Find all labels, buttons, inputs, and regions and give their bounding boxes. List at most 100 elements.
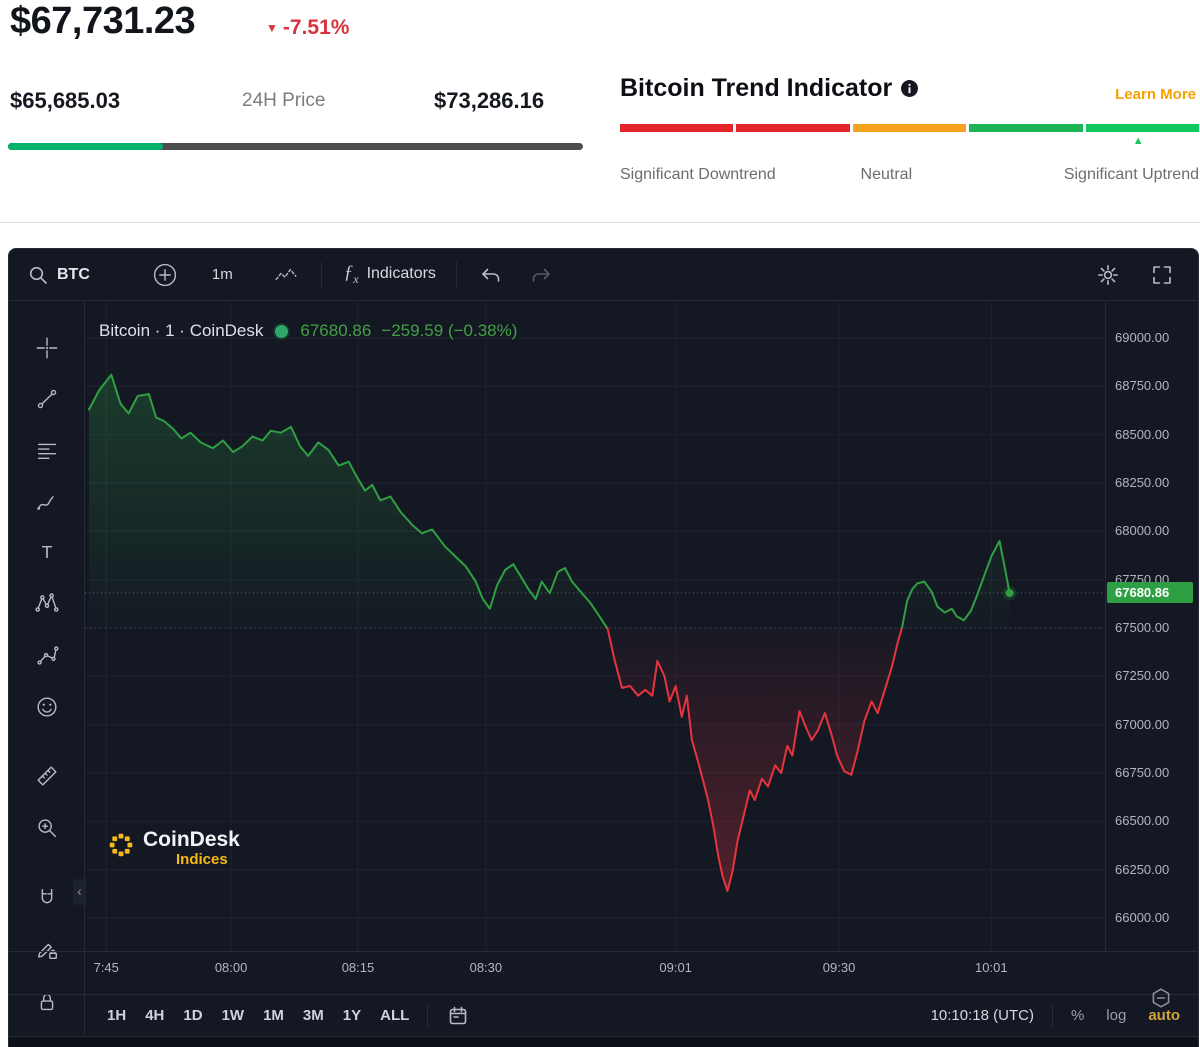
trend-line-icon xyxy=(37,389,57,409)
panel-bottom-strip xyxy=(9,1036,1198,1047)
current-price: $67,731.23 xyxy=(10,0,196,42)
percent-scale-button[interactable]: % xyxy=(1070,1007,1085,1024)
crosshair-tool-button[interactable] xyxy=(34,335,60,361)
watermark-line1: CoinDesk xyxy=(143,828,240,851)
range-button-1w[interactable]: 1W xyxy=(221,1007,245,1024)
text-icon: T xyxy=(42,542,53,562)
chart-toolbar: BTC 1m ƒx Indicators xyxy=(9,249,1198,301)
emoji-tool-button[interactable] xyxy=(34,694,60,720)
price-axis-tick: 69000.00 xyxy=(1115,330,1170,345)
time-axis-tick: 08:30 xyxy=(469,960,503,975)
brush-icon xyxy=(37,496,54,510)
price-axis-tick: 66000.00 xyxy=(1115,910,1170,925)
fx-icon: ƒx xyxy=(343,262,359,286)
price-axis-tick: 67250.00 xyxy=(1115,668,1170,684)
range-high-price: $73,286.16 xyxy=(434,88,545,113)
undo-icon xyxy=(482,268,500,282)
price-axis-tick: 68250.00 xyxy=(1115,475,1170,490)
trend-line-tool-button[interactable] xyxy=(34,386,60,412)
range-progress-fill xyxy=(8,143,164,150)
fullscreen-icon xyxy=(1153,265,1171,284)
edit-lock-icon xyxy=(37,943,57,960)
text-tool-button[interactable]: T xyxy=(34,539,60,565)
interval-button[interactable]: 1m xyxy=(211,266,233,283)
symbol-search-button[interactable]: BTC xyxy=(26,263,90,287)
range-button-1d[interactable]: 1D xyxy=(183,1007,203,1024)
forecast-tool-button[interactable] xyxy=(34,643,60,669)
time-axis-tick: 7:45 xyxy=(93,960,119,975)
utc-clock[interactable]: 10:10:18 (UTC) xyxy=(930,1007,1034,1024)
trend-bar-segment xyxy=(736,124,850,132)
chart-plot-area[interactable] xyxy=(85,302,1104,951)
trend-indicator-title: Bitcoin Trend Indicator xyxy=(620,74,919,103)
chart-legend: Bitcoin · 1 · CoinDesk 67680.86 −259.59 … xyxy=(99,321,517,341)
axis-settings-button[interactable] xyxy=(1149,986,1173,1010)
price-axis-tick: 66750.00 xyxy=(1115,765,1170,780)
legend-change: −259.59 (−0.38%) xyxy=(381,321,518,340)
horizontal-lines-icon xyxy=(37,443,57,460)
price-axis-tick: 67000.00 xyxy=(1115,716,1170,732)
indicators-label: Indicators xyxy=(366,265,436,283)
edit-lock-tool-button[interactable] xyxy=(34,937,60,963)
learn-more-link[interactable]: Learn More xyxy=(1115,86,1196,103)
price-axis-tick: 66250.00 xyxy=(1115,861,1170,877)
collapse-sidebar-button[interactable]: ‹ xyxy=(73,879,86,905)
price-change-pct: -7.51% xyxy=(282,16,350,39)
compare-add-button[interactable] xyxy=(152,262,178,288)
coindesk-logo-icon xyxy=(109,833,133,857)
trend-indicator-title-text: Bitcoin Trend Indicator xyxy=(620,74,893,102)
drawing-tools-sidebar: T xyxy=(9,302,85,1046)
time-axis-tick: 09:01 xyxy=(659,960,692,975)
brush-tool-button[interactable] xyxy=(34,489,60,515)
go-to-date-button[interactable] xyxy=(446,1004,470,1028)
trend-label-neutral: Neutral xyxy=(860,166,913,183)
time-axis-tick: 08:00 xyxy=(214,960,248,975)
range-button-1h[interactable]: 1H xyxy=(107,1007,127,1024)
fullscreen-button[interactable] xyxy=(1150,263,1174,287)
trend-bar-segment xyxy=(1085,124,1200,132)
range-low-price: $65,685.03 xyxy=(10,88,121,113)
horizontal-lines-tool-button[interactable] xyxy=(34,437,60,463)
trend-marker-icon: ▲ xyxy=(1132,135,1144,147)
chart-bottom-bar: 1H 4H 1D 1W 1M 3M 1Y ALL 10:10:18 (UTC) % log a… xyxy=(9,994,1198,1036)
emoji-icon xyxy=(37,697,57,717)
range-button-3m[interactable]: 3M xyxy=(302,1007,324,1024)
price-axis-tick: 66500.00 xyxy=(1115,813,1170,829)
chart-settings-button[interactable] xyxy=(1096,263,1120,287)
log-scale-button[interactable]: log xyxy=(1106,1007,1127,1024)
trend-gradient-bar xyxy=(620,124,1200,132)
market-status-dot xyxy=(273,322,291,340)
range-button-all[interactable]: ALL xyxy=(380,1007,410,1024)
chart-style-button[interactable] xyxy=(273,262,299,288)
chart-style-icon xyxy=(275,268,297,280)
forecast-icon xyxy=(37,646,59,665)
indicators-button[interactable]: ƒx Indicators xyxy=(344,262,436,287)
toolbar-divider xyxy=(320,261,322,288)
xabcd-pattern-tool-button[interactable] xyxy=(34,590,60,616)
price-change: ▼ -7.51% xyxy=(266,16,349,40)
calendar-icon xyxy=(449,1006,467,1024)
xabcd-pattern-icon xyxy=(35,593,59,612)
redo-button[interactable] xyxy=(529,263,553,287)
magnet-tool-button[interactable] xyxy=(34,885,60,911)
header-divider xyxy=(0,222,1200,223)
trend-bar-segment xyxy=(852,124,967,132)
info-icon[interactable] xyxy=(900,79,919,98)
auto-scale-button[interactable]: auto xyxy=(1148,1007,1180,1024)
plus-circle-icon xyxy=(153,263,176,286)
ruler-tool-button[interactable] xyxy=(34,763,60,789)
range-button-1y[interactable]: 1Y xyxy=(342,1007,362,1024)
price-axis[interactable]: 69000.00 68750.00 68500.00 68250.00 68000.00… xyxy=(1105,302,1200,951)
toolbar-divider xyxy=(455,261,457,288)
time-axis-separator xyxy=(9,951,1198,952)
range-button-4h[interactable]: 4H xyxy=(145,1007,165,1024)
undo-button[interactable] xyxy=(479,263,503,287)
time-axis[interactable]: 7:45 08:00 08:15 08:30 09:01 09:30 10:01 xyxy=(85,951,1104,994)
time-axis-tick: 10:01 xyxy=(975,960,1008,975)
range-button-1m[interactable]: 1M xyxy=(263,1007,284,1024)
zoom-tool-button[interactable] xyxy=(34,815,60,841)
price-chart-svg[interactable] xyxy=(85,302,1104,951)
trend-marker-row: ▲ xyxy=(620,133,1199,149)
magnet-icon xyxy=(41,888,53,904)
